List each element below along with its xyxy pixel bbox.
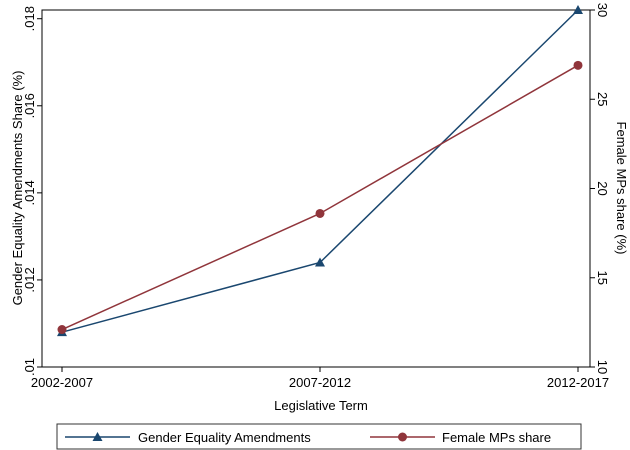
x-tick-label: 2002-2007 — [31, 375, 93, 390]
legend-label-amendments: Gender Equality Amendments — [138, 430, 311, 445]
data-point-amendments — [315, 257, 325, 267]
left-axis-title: Gender Equality Amendments Share (%) — [10, 71, 25, 306]
legend-box — [56, 423, 582, 450]
left-tick-label: .012 — [22, 267, 37, 292]
legend-label-female-mps: Female MPs share — [442, 430, 551, 445]
right-tick-label: 20 — [595, 181, 610, 195]
right-tick-label: 10 — [595, 360, 610, 374]
data-point-amendments — [573, 5, 583, 14]
left-tick-label: .018 — [22, 6, 37, 31]
left-tick-label: .016 — [22, 93, 37, 118]
data-point-female-mps — [315, 208, 325, 218]
left-tick-label: .014 — [22, 180, 37, 205]
left-tick-label: .01 — [22, 358, 37, 376]
x-axis-ticks: 2002-2007 2007-2012 2012-2017 — [31, 367, 609, 390]
data-point-female-mps — [57, 325, 67, 335]
right-tick-label: 25 — [595, 92, 610, 106]
legend-marker-triangle — [92, 432, 103, 441]
right-tick-label: 15 — [595, 271, 610, 285]
legend-marker-circle — [398, 432, 407, 442]
right-tick-label: 30 — [595, 3, 610, 17]
x-axis-title: Legislative Term — [274, 398, 368, 413]
data-point-female-mps — [573, 60, 583, 70]
right-axis-title: Female MPs share (%) — [614, 122, 629, 255]
x-tick-label: 2012-2017 — [547, 375, 609, 390]
right-axis-ticks: 10 15 20 25 30 — [590, 3, 610, 374]
series-layer — [57, 5, 583, 337]
x-tick-label: 2007-2012 — [289, 375, 351, 390]
legend: Gender Equality Amendments Female MPs sh… — [56, 423, 582, 450]
left-axis-ticks: .01 .012 .014 .016 .018 — [22, 6, 42, 376]
